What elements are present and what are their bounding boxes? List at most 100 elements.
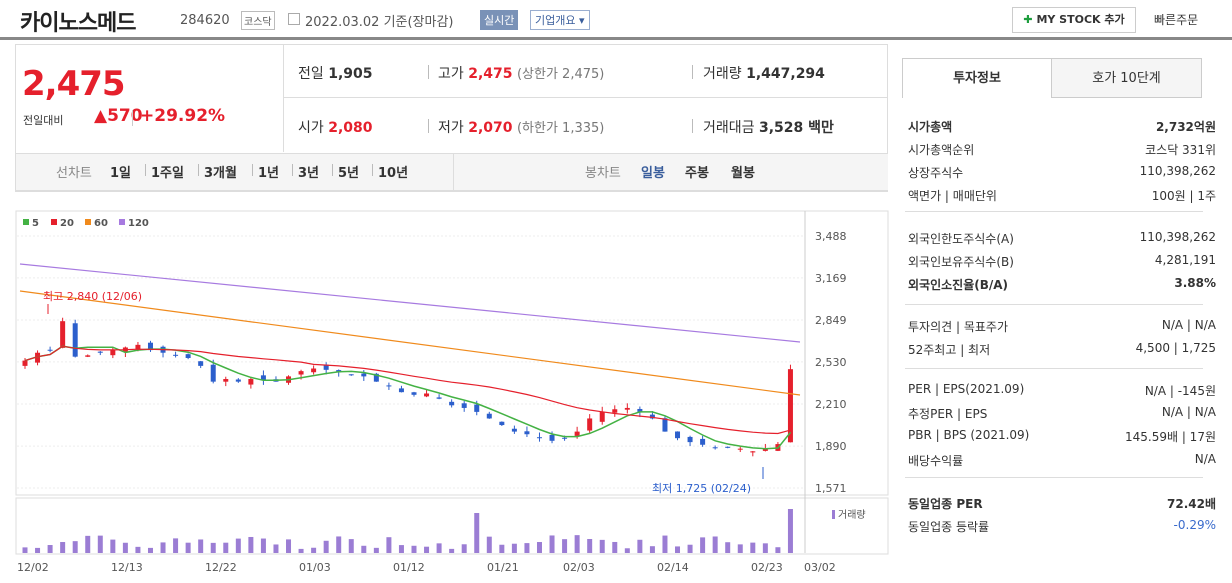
volume-bar [499, 544, 505, 553]
tab-order-book[interactable]: 호가 10단계 [1051, 58, 1202, 98]
candle-body [737, 448, 743, 450]
candle-body [235, 379, 241, 382]
change-label: 전일대비 [23, 114, 64, 127]
volume-bar [311, 547, 317, 553]
up-arrow-icon: ▲ [94, 106, 108, 126]
candle-body [72, 323, 78, 357]
info-value-4: 110,398,262 [1139, 230, 1216, 244]
candle-body [373, 373, 379, 382]
info-label-14: 동일업종 등락률 [908, 520, 990, 534]
volume-bar [599, 539, 605, 553]
candle-body [700, 438, 706, 445]
period-5[interactable]: 5년 [338, 166, 360, 181]
x-label-0: 12/02 [17, 561, 49, 574]
volume-bar [298, 548, 304, 553]
candle-body [223, 379, 229, 382]
volume-bar [160, 542, 166, 553]
volume-bar [223, 542, 229, 553]
period-6[interactable]: 10년 [378, 166, 409, 181]
candle-2[interactable]: 월봉 [731, 166, 755, 181]
y-tick-6: 1,571 [815, 482, 847, 495]
x-label-9: 03/02 [804, 561, 836, 574]
candle-body [499, 421, 505, 426]
y-tick-2: 2,849 [815, 314, 847, 327]
my-stock-button[interactable]: ✚ MY STOCK 추가 [1012, 7, 1136, 33]
candle-body [474, 404, 480, 412]
info-value-2: 110,398,262 [1139, 164, 1216, 178]
period-0[interactable]: 1일 [110, 166, 132, 181]
x-label-1: 12/13 [111, 561, 143, 574]
volume-bar [386, 537, 392, 553]
period-4[interactable]: 3년 [298, 166, 320, 181]
volume-bar [72, 541, 78, 553]
candle-chart-label[interactable]: 봉차트 [585, 166, 621, 181]
candle-body [298, 371, 304, 375]
candle-body [85, 355, 91, 357]
candle-body [750, 451, 756, 453]
realtime-button[interactable]: 실시간 [480, 10, 519, 30]
quote-panel [15, 44, 888, 192]
candle-body [562, 437, 568, 439]
prev-close: 전일 1,905 [298, 66, 373, 82]
trade-amount: 거래대금 3,528 백만 [703, 120, 834, 136]
volume-bar [536, 542, 542, 553]
candle-body [386, 385, 392, 387]
tab-investment-info[interactable]: 투자정보 [902, 58, 1052, 98]
volume-bar [122, 542, 128, 553]
volume-bar [762, 543, 768, 553]
volume-bar [361, 545, 367, 553]
period-1[interactable]: 1주일 [151, 166, 184, 181]
volume-bar [135, 546, 141, 553]
info-value-6: 3.88% [1174, 276, 1216, 290]
high-annotation: 최고 2,840 (12/06) [43, 290, 142, 303]
candle-body [185, 354, 191, 358]
candle-body [675, 431, 681, 439]
volume-bar [687, 544, 693, 553]
market-badge: 코스닥 [241, 11, 275, 30]
info-label-13: 동일업종 PER [908, 497, 983, 511]
volume-bar [336, 536, 342, 553]
candle-1[interactable]: 주봉 [685, 166, 709, 181]
period-2[interactable]: 3개월 [204, 166, 237, 181]
candle-0[interactable]: 일봉 [641, 166, 665, 181]
volume-bar [637, 539, 643, 553]
line-chart-label[interactable]: 선차트 [56, 166, 92, 181]
volume-bar [60, 542, 66, 553]
ma20-line [24, 345, 791, 435]
ma120-line [19, 263, 801, 343]
period-3[interactable]: 1년 [258, 166, 280, 181]
info-label-9: PER | EPS(2021.09) [908, 382, 1025, 396]
x-label-8: 02/23 [751, 561, 783, 574]
volume-bar [398, 545, 404, 553]
volume-bar [587, 539, 593, 553]
volume-bar [461, 544, 467, 553]
candle-body [624, 407, 630, 410]
volume-bar [624, 548, 630, 553]
volume-bar [675, 546, 681, 553]
volume-bar [424, 546, 430, 553]
y-tick-4: 2,210 [815, 398, 847, 411]
company-name: 카이노스메드 [20, 11, 136, 36]
y-tick-0: 3,488 [815, 230, 847, 243]
candle-body [725, 446, 731, 448]
volume-bar [486, 536, 492, 553]
volume-bar [210, 542, 216, 553]
quick-order-link[interactable]: 빠른주문 [1154, 13, 1199, 27]
volume-bar [97, 535, 103, 553]
candle-body [511, 428, 517, 432]
volume-bar [411, 545, 417, 553]
candle-body [787, 369, 793, 443]
info-value-1: 코스닥 331위 [1145, 143, 1216, 157]
volume-bar [712, 536, 718, 553]
company-info-dropdown[interactable]: 기업개요 ▾ [530, 10, 590, 30]
current-price: 2,475 [22, 64, 126, 104]
legend-label-1: 20 [60, 218, 74, 229]
ma60-line [19, 290, 801, 396]
candle-body [135, 344, 141, 350]
volume-bar [524, 543, 530, 553]
candle-body [260, 375, 266, 381]
header-bar [0, 0, 1232, 40]
candle-body [311, 368, 317, 373]
candle-body [436, 397, 442, 399]
candle-body [637, 408, 643, 412]
